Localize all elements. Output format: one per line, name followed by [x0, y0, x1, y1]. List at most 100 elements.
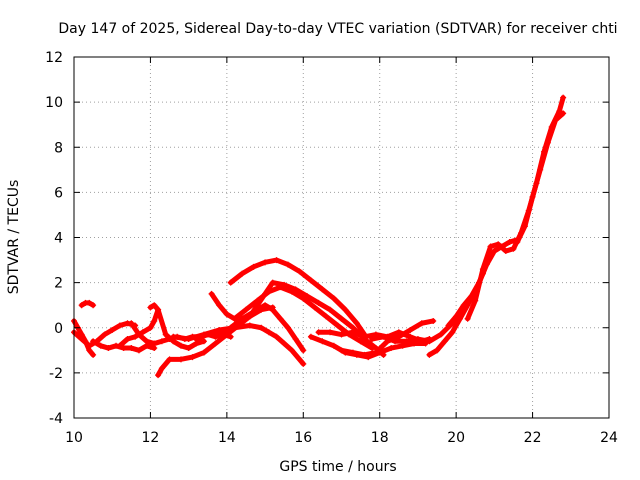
data-point: [395, 333, 402, 340]
data-point: [529, 193, 536, 200]
data-point: [426, 338, 433, 345]
series-trail: [514, 110, 566, 245]
y-tick-label: 0: [54, 321, 63, 337]
data-point: [147, 324, 154, 331]
data-point: [342, 306, 349, 313]
data-point: [307, 277, 314, 284]
data-point: [349, 329, 356, 336]
data-point: [288, 347, 295, 354]
series-trail: [209, 284, 375, 351]
data-point: [262, 302, 269, 309]
data-point: [506, 239, 513, 246]
data-point: [560, 94, 567, 101]
data-point: [155, 306, 162, 313]
data-point: [170, 333, 177, 340]
data-point: [292, 286, 299, 293]
data-point: [143, 338, 150, 345]
data-point: [552, 117, 559, 124]
x-tick-label: 18: [371, 430, 389, 446]
data-point: [323, 313, 330, 320]
data-point: [521, 223, 528, 230]
data-point: [239, 315, 246, 322]
data-point: [315, 329, 322, 336]
y-tick-label: -2: [49, 366, 63, 382]
data-point: [246, 313, 253, 320]
data-point: [242, 306, 249, 313]
data-point: [262, 259, 269, 266]
data-point: [139, 329, 146, 336]
data-point: [262, 290, 269, 297]
data-point: [380, 333, 387, 340]
data-point: [281, 281, 288, 288]
data-point: [392, 338, 398, 345]
data-point: [101, 331, 108, 338]
data-point: [97, 342, 104, 349]
data-point: [307, 333, 314, 340]
data-point: [151, 317, 158, 324]
data-point: [200, 349, 207, 356]
data-point: [185, 345, 192, 352]
x-tick-label: 12: [142, 430, 160, 446]
data-point: [281, 340, 288, 347]
series-track-21: [514, 110, 567, 246]
data-point: [166, 356, 173, 363]
data-point: [231, 315, 238, 322]
series-track-2: [71, 317, 97, 358]
data-point: [338, 347, 345, 354]
y-tick-label: 10: [45, 95, 63, 111]
data-point: [78, 302, 85, 309]
data-point: [334, 322, 341, 329]
y-axis-label: SDTVAR / TECUs: [6, 180, 22, 295]
y-tick-label: 4: [54, 231, 63, 247]
data-point: [208, 290, 215, 297]
data-point: [330, 342, 337, 349]
data-point: [544, 139, 551, 146]
series-track-10: [193, 302, 307, 354]
data-point: [468, 293, 475, 300]
data-point: [285, 324, 291, 331]
data-point: [86, 347, 93, 354]
y-tick-label: 8: [54, 140, 63, 156]
data-point: [434, 347, 441, 354]
y-tick-label: 12: [45, 50, 63, 66]
data-point: [319, 286, 326, 293]
data-point: [460, 302, 467, 309]
data-point: [216, 302, 223, 309]
data-point: [430, 317, 437, 324]
data-point: [285, 261, 291, 268]
x-tick-label: 16: [294, 430, 312, 446]
data-point: [178, 356, 184, 363]
data-point: [151, 340, 158, 347]
data-point: [227, 333, 234, 340]
data-point: [273, 257, 280, 264]
data-point: [441, 338, 448, 345]
data-point: [223, 311, 230, 318]
data-point: [319, 338, 326, 345]
data-point: [315, 299, 322, 306]
data-point: [327, 306, 334, 313]
data-marks: [71, 94, 567, 379]
data-point: [560, 110, 567, 117]
data-point: [132, 333, 139, 340]
data-point: [510, 245, 517, 252]
y-tick-label: -4: [49, 411, 63, 427]
chart-title: Day 147 of 2025, Sidereal Day-to-day VTE…: [58, 21, 617, 37]
data-point: [116, 342, 123, 349]
data-point: [105, 345, 112, 352]
data-point: [495, 241, 502, 248]
data-point: [472, 297, 479, 304]
data-point: [456, 315, 463, 322]
data-point: [128, 320, 135, 327]
data-point: [258, 324, 265, 331]
data-point: [296, 268, 303, 275]
data-point: [487, 243, 494, 250]
data-point: [128, 345, 135, 352]
data-point: [124, 336, 131, 343]
data-point: [158, 365, 165, 372]
data-point: [403, 338, 410, 345]
data-point: [418, 320, 425, 327]
data-point: [491, 248, 498, 255]
data-point: [437, 331, 444, 338]
data-point: [204, 331, 211, 338]
